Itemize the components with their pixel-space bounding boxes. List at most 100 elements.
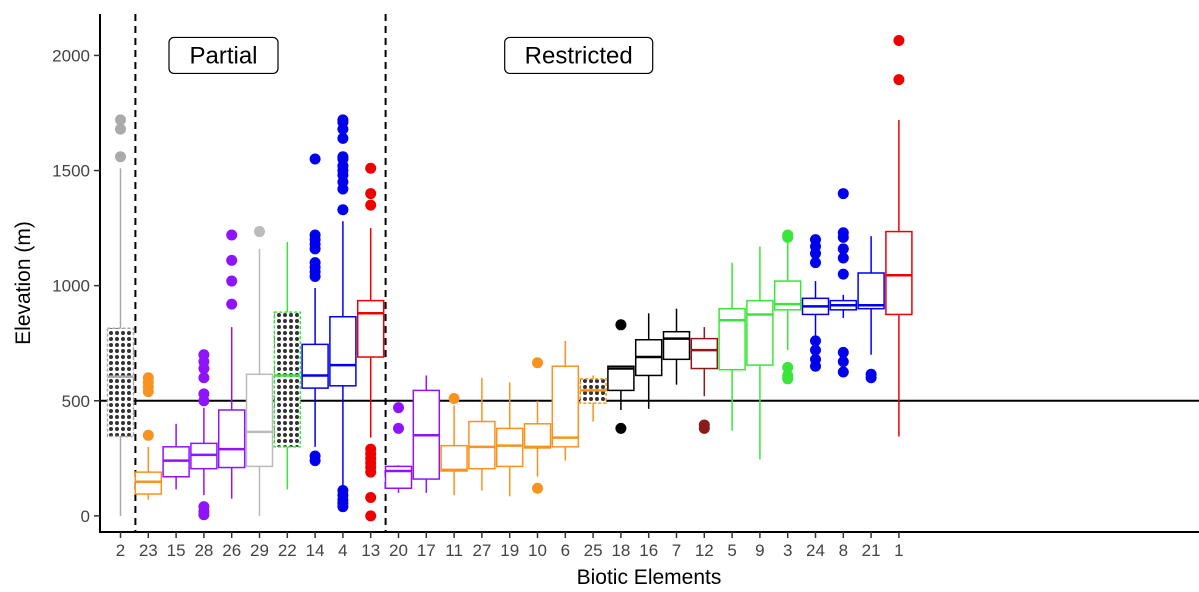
- box-iqr: [106, 327, 135, 438]
- x-axis-title: Biotic Elements: [577, 566, 722, 589]
- x-tick-label: 28: [194, 541, 213, 560]
- outlier-point: [254, 226, 265, 238]
- y-tick-label: 1500: [52, 162, 90, 181]
- box-29: [245, 226, 274, 516]
- outlier-point: [337, 204, 349, 216]
- region-label-box: [168, 36, 279, 75]
- outlier-point: [309, 229, 321, 241]
- x-tick-label: 25: [584, 541, 603, 560]
- outlier-point: [810, 335, 821, 347]
- outlier-point: [837, 188, 849, 200]
- outlier-point: [198, 388, 210, 400]
- box-4: [329, 114, 357, 513]
- box-12: [690, 327, 719, 434]
- x-tick-label: 6: [561, 541, 570, 560]
- x-tick-label: 16: [639, 541, 658, 560]
- box-18: [607, 319, 635, 434]
- outlier-point: [337, 132, 349, 144]
- x-tick-label: 21: [862, 541, 881, 560]
- x-tick-label: 14: [306, 541, 325, 560]
- outlier-point: [365, 199, 377, 211]
- outlier-point: [810, 234, 821, 246]
- outlier-point: [837, 268, 849, 280]
- outlier-point: [115, 151, 126, 163]
- box-iqr: [773, 280, 802, 311]
- outlier-point: [365, 162, 377, 174]
- box-iqr: [440, 444, 468, 472]
- x-tick-label: 24: [806, 541, 825, 560]
- plot-area: Partial Restricted: [100, 14, 1199, 532]
- box-iqr: [607, 365, 635, 392]
- outlier-point: [532, 482, 543, 494]
- x-tick-label: 26: [222, 541, 241, 560]
- outlier-point: [393, 422, 404, 434]
- box-iqr: [523, 423, 552, 449]
- box-iqr: [857, 272, 885, 310]
- box-6: [551, 340, 580, 461]
- outlier-point: [837, 366, 849, 378]
- outlier-point: [698, 419, 710, 431]
- box-11: [440, 392, 468, 496]
- box-3: [773, 229, 802, 385]
- outlier-point: [115, 123, 126, 135]
- outlier-point: [615, 422, 627, 434]
- box-20: [384, 402, 413, 493]
- outlier-point: [532, 357, 543, 369]
- box-iqr: [356, 299, 385, 358]
- box-iqr: [885, 230, 913, 316]
- box-iqr: [468, 420, 496, 470]
- box-26: [217, 229, 246, 499]
- box-iqr: [746, 299, 774, 366]
- region-label-box: [504, 36, 654, 75]
- box-1: [885, 34, 913, 437]
- outlier-point: [810, 353, 821, 365]
- box-iqr: [301, 343, 329, 389]
- outlier-point: [337, 114, 349, 126]
- outlier-point: [365, 491, 377, 503]
- outlier-point: [615, 319, 627, 331]
- outlier-point: [865, 368, 877, 380]
- box-19: [495, 382, 524, 497]
- x-tick-label: 15: [167, 541, 186, 560]
- box-2: [106, 114, 135, 516]
- box-iqr: [718, 307, 746, 371]
- x-tick-label: 7: [672, 541, 681, 560]
- box-iqr: [329, 315, 357, 387]
- outlier-point: [226, 254, 238, 266]
- box-14: [301, 153, 329, 467]
- box-7: [662, 308, 691, 385]
- x-tick-label: 23: [139, 541, 158, 560]
- y-tick-label: 500: [62, 392, 90, 411]
- x-tick-label: 29: [250, 541, 269, 560]
- outlier-point: [893, 34, 905, 46]
- x-tick-label: 4: [338, 541, 347, 560]
- x-tick-label: 5: [727, 541, 736, 560]
- box-9: [746, 246, 774, 460]
- x-tick-label: 18: [611, 541, 630, 560]
- x-tick-label: 11: [445, 541, 463, 560]
- outlier-point: [393, 402, 404, 414]
- region-label-restricted: Restricted: [504, 36, 654, 75]
- outlier-point: [115, 114, 126, 126]
- box-28: [190, 349, 218, 521]
- region-label-partial: Partial: [168, 36, 279, 75]
- x-tick-label: 27: [472, 541, 491, 560]
- outlier-point: [337, 151, 349, 163]
- box-16: [634, 313, 663, 409]
- x-tick-label: 9: [755, 541, 764, 560]
- x-tick-label: 12: [695, 541, 714, 560]
- region-label-text: Partial: [189, 42, 257, 69]
- box-iqr: [273, 311, 302, 448]
- box-25: [579, 375, 607, 422]
- outlier-point: [837, 227, 849, 239]
- region-label-text: Restricted: [525, 42, 633, 69]
- y-axis-title: Elevation (m): [12, 221, 35, 345]
- x-tick-label: 17: [417, 541, 436, 560]
- x-tick-label: 22: [278, 541, 297, 560]
- outlier-point: [337, 485, 349, 497]
- outlier-point: [226, 275, 238, 287]
- outlier-point: [837, 243, 849, 255]
- box-iqr: [662, 330, 691, 361]
- box-8: [829, 188, 858, 378]
- box-iqr: [690, 337, 719, 370]
